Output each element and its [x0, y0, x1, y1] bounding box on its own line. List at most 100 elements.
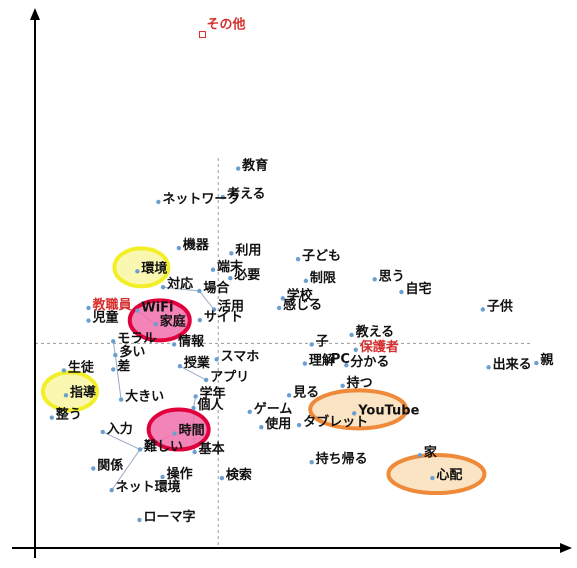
label-難しい: 難しい [144, 438, 183, 454]
point-pc [324, 359, 330, 365]
point-指導 [63, 393, 69, 398]
edge-アプリ-授業 [179, 365, 207, 381]
label-教育: 教育 [241, 158, 268, 174]
point-操作 [160, 474, 165, 480]
label-操作: 操作 [167, 466, 193, 482]
point-難しい [137, 447, 143, 452]
label-入力: 入力 [107, 421, 133, 437]
point-場合 [197, 288, 202, 294]
label-必要: 必要 [233, 267, 260, 283]
point-スマホ [214, 357, 219, 362]
label-youtube: YouTube [357, 403, 419, 418]
point-考える [220, 194, 226, 200]
point-持ち帰る [309, 459, 314, 465]
point-自宅 [399, 289, 404, 295]
point-youtube [352, 411, 357, 416]
point-タブレット [296, 422, 302, 428]
label-制限: 制限 [310, 270, 337, 286]
point-個人 [191, 405, 196, 411]
edge-多い-モラル [112, 341, 116, 356]
point-感じる [276, 305, 282, 311]
label-子ども: 子ども [302, 249, 341, 264]
point-学校 [280, 296, 285, 301]
point-理解 [302, 361, 308, 366]
highlight-circle-指導 [40, 370, 99, 413]
label-持つ: 持つ [347, 375, 373, 391]
label-基本: 基本 [198, 441, 225, 457]
label-ローマ字: ローマ字 [143, 509, 195, 525]
label-理解: 理解 [309, 353, 335, 369]
point-思う [372, 277, 377, 282]
point-情報 [171, 342, 177, 347]
point-児童 [86, 318, 91, 323]
edge-ネット環境-難しい [111, 449, 141, 491]
label-端末: 端末 [217, 259, 244, 275]
axes [12, 8, 572, 558]
reference-lines [35, 158, 530, 548]
label-pc: PC [331, 352, 350, 367]
label-出来る: 出来る [493, 356, 532, 372]
label-活用: 活用 [218, 299, 244, 315]
label-モラル: モラル [117, 331, 156, 346]
point-入力 [100, 429, 105, 435]
label-タブレット: タブレット [303, 414, 368, 430]
label-分かる: 分かる [350, 354, 389, 370]
point-教える [349, 332, 354, 338]
label-子: 子 [316, 334, 329, 349]
point-アプリ [203, 377, 209, 383]
data-points [49, 31, 539, 523]
label-ネットワーク: ネットワーク [162, 192, 240, 207]
highlight-circle-環境 [112, 246, 171, 289]
label-時間: 時間 [179, 423, 205, 439]
label-アプリ: アプリ [210, 370, 249, 385]
point-家庭 [153, 322, 158, 327]
label-子供: 子供 [487, 299, 513, 315]
label-環境: 環境 [141, 260, 167, 276]
point-wifi [135, 308, 140, 313]
point-対応 [160, 285, 166, 290]
highlight-circle-時間 [146, 407, 211, 452]
label-考える: 考える [227, 186, 266, 202]
point-検索 [219, 475, 225, 481]
label-授業: 授業 [184, 355, 211, 371]
point-環境 [135, 269, 140, 274]
point-授業 [177, 364, 183, 369]
point-心配 [430, 475, 435, 481]
label-教える: 教える [355, 324, 395, 340]
point-子ども [295, 256, 301, 262]
edge-大きい-多い [114, 355, 122, 400]
point-基本 [192, 449, 197, 455]
label-見る: 見る [292, 385, 319, 400]
label-使用: 使用 [264, 416, 291, 432]
point-生徒 [61, 368, 67, 373]
label-保護者: 保護者 [359, 339, 399, 355]
label-利用: 利用 [235, 242, 261, 258]
label-関係: 関係 [97, 458, 123, 474]
point-見る [286, 393, 292, 398]
y-axis-arrow [30, 8, 40, 20]
label-児童: 児童 [92, 310, 119, 326]
point-ネットワーク [156, 199, 161, 205]
label-その他: その他 [206, 17, 245, 33]
point-子 [309, 342, 314, 347]
edge-場合-活用 [198, 290, 215, 310]
edge-入力-難しい [102, 431, 141, 450]
point-使用 [259, 424, 264, 430]
point-モラル [111, 339, 116, 344]
edge-対応-場合 [163, 286, 200, 292]
label-学校: 学校 [287, 287, 314, 303]
label-多い: 多い [119, 344, 145, 360]
label-持ち帰る: 持ち帰る [316, 451, 368, 467]
point-機器 [176, 245, 182, 251]
point-制限 [303, 278, 309, 284]
label-家庭: 家庭 [160, 313, 187, 329]
point-必要 [228, 276, 233, 281]
point-学年 [193, 394, 198, 399]
label-家: 家 [424, 444, 438, 460]
label-サイト: サイト [204, 310, 243, 325]
label-教職員: 教職員 [92, 297, 132, 313]
label-思う: 思う [379, 269, 405, 284]
label-指導: 指導 [70, 384, 96, 400]
